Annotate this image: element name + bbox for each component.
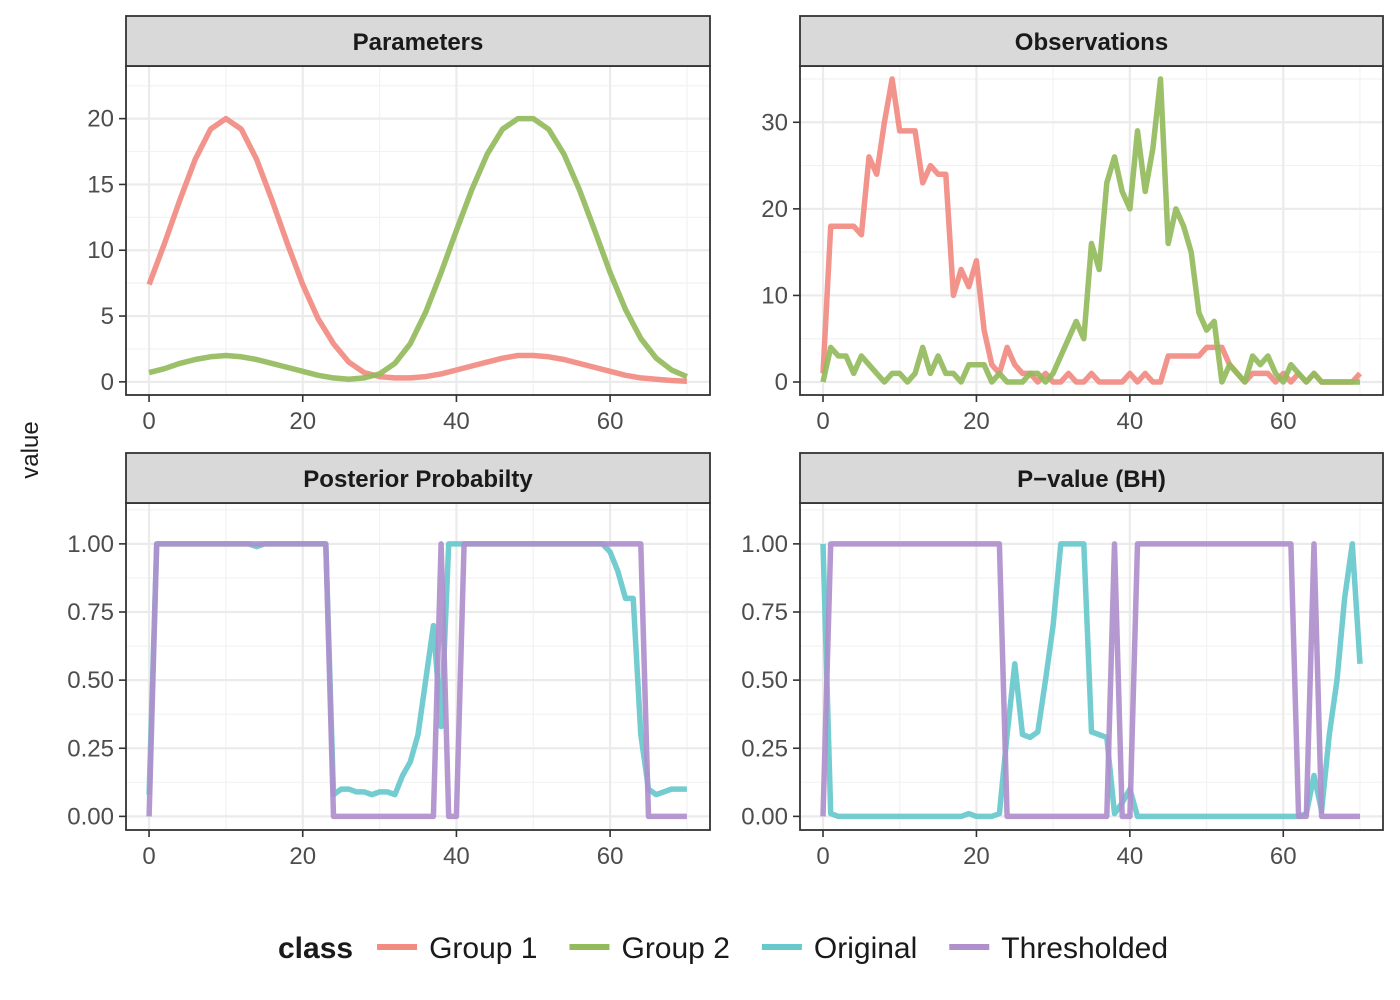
legend-entry-group-2: Group 2 (569, 932, 730, 965)
facet-title: Parameters (353, 29, 484, 56)
x-tick-label: 20 (289, 408, 316, 435)
x-tick-label: 60 (597, 408, 624, 435)
y-tick-label: 15 (87, 171, 114, 198)
x-tick-label: 40 (1117, 843, 1144, 870)
facet-strip (125, 15, 711, 67)
facet-strip (125, 452, 711, 504)
y-tick-label: 1.00 (741, 531, 788, 558)
y-tick-label: 0.25 (741, 735, 788, 762)
facet-panel-4: 0 20 40 60 0.00 0.25 0.50 0.75 1.00 P−value (BH) (741, 452, 1384, 870)
x-tick-label: 0 (816, 408, 829, 435)
y-tick-label: 10 (761, 282, 788, 309)
y-tick-label: 1.00 (67, 531, 114, 558)
x-tick-label: 60 (1270, 843, 1297, 870)
y-tick-label: 30 (761, 109, 788, 136)
x-tick-label: 20 (289, 843, 316, 870)
series-line-original (820, 541, 1363, 820)
x-tick-label: 40 (443, 843, 470, 870)
x-tick-label: 20 (963, 843, 990, 870)
x-tick-label: 40 (443, 408, 470, 435)
y-tick-label: 0 (775, 369, 788, 396)
series-line-group-1 (146, 115, 688, 384)
x-tick-label: 20 (963, 408, 990, 435)
y-tick-label: 0.00 (67, 803, 114, 830)
y-tick-label: 20 (87, 106, 114, 133)
facet-title: P−value (BH) (1017, 466, 1166, 493)
y-tick-label: 5 (101, 303, 114, 330)
x-tick-label: 40 (1117, 408, 1144, 435)
series-line-group-2 (820, 76, 1360, 385)
panel-background (126, 66, 710, 395)
x-tick-label: 0 (142, 843, 155, 870)
y-tick-label: 10 (87, 237, 114, 264)
y-tick-label: 0.00 (741, 803, 788, 830)
series-line-thresholded (820, 541, 1360, 820)
facet-strip (799, 15, 1384, 67)
y-axis-title: value (17, 421, 44, 478)
x-tick-label: 0 (816, 843, 829, 870)
legend-label: Group 2 (621, 932, 729, 965)
legend-label: Group 1 (429, 932, 537, 965)
y-tick-label: 0.25 (67, 735, 114, 762)
y-tick-label: 0 (101, 369, 114, 396)
legend-entry-thresholded: Thresholded (949, 932, 1168, 965)
series-line-group-2 (148, 115, 688, 382)
facet-strip (799, 452, 1384, 504)
y-tick-label: 0.50 (67, 667, 114, 694)
legend-label: Thresholded (1001, 932, 1168, 965)
y-tick-label: 0.50 (741, 667, 788, 694)
y-tick-label: 20 (761, 196, 788, 223)
legend-entries: Group 1 Group 2 Original Thresholded (377, 932, 1168, 965)
panel-background (126, 503, 710, 830)
facet-panels: 0 20 40 60 0 5 10 15 20 Parameters 0 20 40 60 0 10 20 30 O… (67, 15, 1384, 870)
facet-panel-3: 0 20 40 60 0.00 0.25 0.50 0.75 1.00 Posterior Pro… (67, 452, 711, 870)
legend-label: Original (814, 932, 917, 965)
y-tick-label: 0.75 (67, 599, 114, 626)
facet-title: Observations (1015, 29, 1168, 56)
legend-title: class (278, 932, 353, 965)
facet-panel-1: 0 20 40 60 0 5 10 15 20 Parameters (87, 15, 711, 435)
x-tick-label: 60 (597, 843, 624, 870)
x-tick-label: 0 (142, 408, 155, 435)
series-line-thresholded (146, 541, 687, 820)
legend-entry-original: Original (761, 932, 917, 965)
legend: class Group 1 Group 2 Original Thresholded (278, 932, 1168, 965)
y-tick-label: 0.75 (741, 599, 788, 626)
x-tick-label: 60 (1270, 408, 1297, 435)
facet-panel-2: 0 20 40 60 0 10 20 30 Observations (761, 15, 1384, 435)
facet-title: Posterior Probabilty (303, 466, 533, 493)
series-line-group-1 (820, 76, 1363, 385)
legend-entry-group-1: Group 1 (377, 932, 537, 965)
